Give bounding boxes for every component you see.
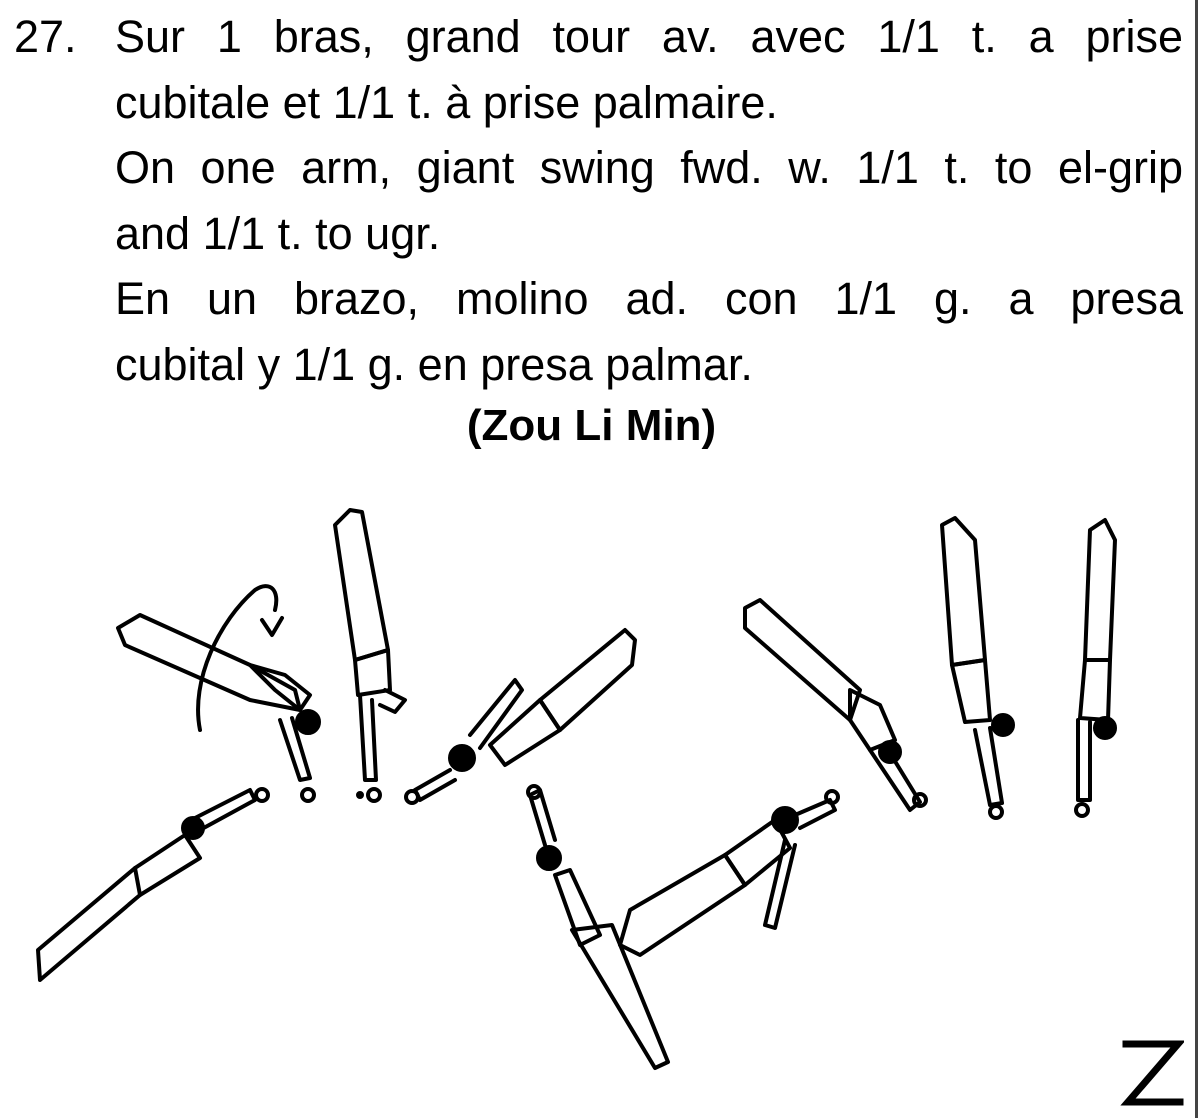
figure-6	[618, 789, 840, 957]
figure-2	[116, 584, 321, 803]
page-border	[1195, 0, 1198, 1118]
figure-4	[404, 628, 637, 805]
description-fr-line-1: Sur 1 bras, grand tour av. avec 1/1 t. a…	[115, 11, 1183, 62]
figure-8	[940, 516, 1015, 820]
element-number: 27.	[14, 11, 77, 62]
element-description: Sur 1 bras, grand tour av. avec 1/1 t. a…	[115, 4, 1183, 397]
description-en-line-2: and 1/1 t. to ugr.	[115, 207, 441, 259]
figure-9	[1074, 518, 1117, 818]
figure-5	[526, 784, 670, 1070]
figure-3	[333, 508, 407, 803]
figure-7	[743, 598, 928, 812]
description-es-line-2: cubital y 1/1 g. en presa palmar.	[115, 338, 753, 390]
gymnast-sequence-drawing	[0, 480, 1198, 1080]
figure-1	[36, 787, 270, 982]
description-en-line-1: On one arm, giant swing fwd. w. 1/1 t. t…	[115, 142, 1183, 193]
description-fr-line-2: cubitale et 1/1 t. à prise palmaire.	[115, 76, 778, 128]
z-difficulty-letter	[1120, 1036, 1186, 1110]
description-es-line-1: En un brazo, molino ad. con 1/1 g. a pre…	[115, 273, 1183, 324]
gymnast-name: (Zou Li Min)	[466, 401, 717, 450]
